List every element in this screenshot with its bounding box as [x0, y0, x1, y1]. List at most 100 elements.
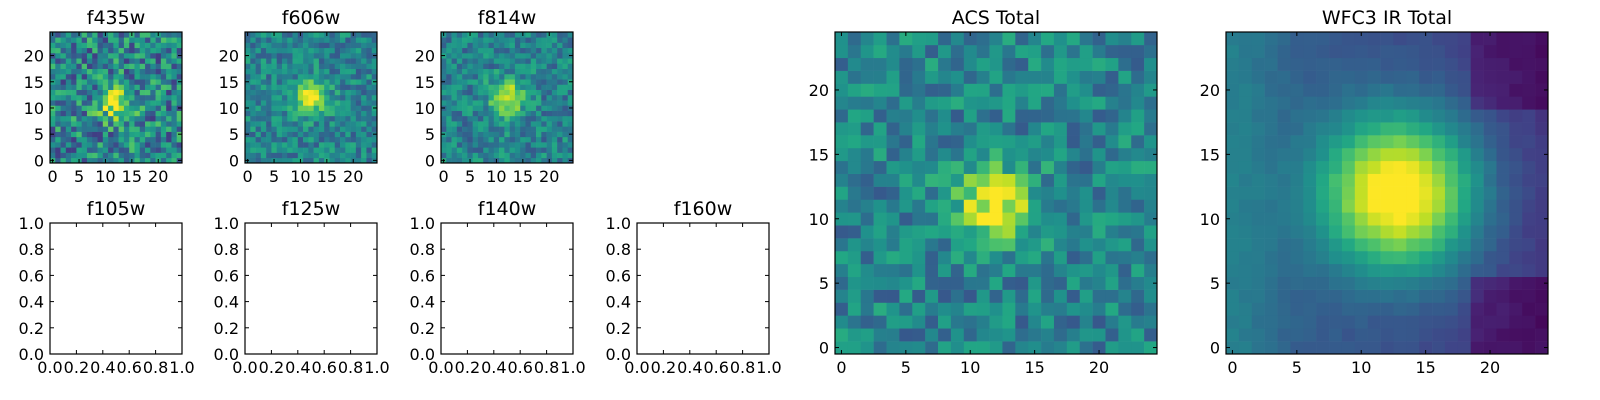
heatmap-cell	[1041, 109, 1055, 123]
heatmap-cell	[477, 131, 484, 138]
heatmap-cell	[76, 121, 82, 127]
heatmap-cell	[81, 115, 88, 122]
heatmap-cell	[1264, 225, 1278, 239]
heatmap-cell	[139, 147, 146, 153]
heatmap-cell	[1329, 70, 1343, 84]
heatmap-cell	[139, 63, 146, 70]
heatmap-cell	[520, 37, 526, 43]
heatmap-cell	[963, 263, 977, 278]
heatmap-cell	[355, 110, 362, 117]
heatmap-cell	[113, 68, 119, 75]
heatmap-cell	[271, 94, 277, 101]
y-tick-label: 0.6	[214, 266, 239, 285]
heatmap-cell	[541, 121, 547, 127]
heatmap-cell	[1066, 122, 1081, 136]
heatmap-cell	[1457, 212, 1472, 226]
heatmap-cell	[504, 52, 510, 59]
heatmap-cell	[1354, 44, 1368, 59]
heatmap-cell	[1406, 135, 1420, 149]
heatmap-cell	[989, 83, 1003, 97]
heatmap-cell	[97, 47, 104, 54]
heatmap-cell	[1522, 276, 1536, 290]
heatmap-cell	[281, 126, 288, 132]
heatmap-cell	[340, 63, 346, 70]
heatmap-cell	[266, 94, 272, 101]
heatmap-cell	[562, 126, 569, 132]
heatmap-cell	[1251, 289, 1265, 303]
heatmap-cell	[250, 47, 256, 54]
heatmap-cell	[145, 68, 151, 75]
heatmap-cell	[50, 58, 56, 64]
heatmap-cell	[1354, 263, 1368, 278]
heatmap-cell	[472, 42, 479, 49]
heatmap-cell	[145, 100, 151, 106]
heatmap-cell	[150, 131, 156, 138]
heatmap-cell	[493, 152, 500, 159]
heatmap-cell	[1002, 83, 1016, 97]
heatmap-cell	[441, 68, 447, 75]
x-tick-label: 0.2	[651, 358, 676, 377]
heatmap-cell	[1432, 57, 1446, 71]
heatmap-cell	[60, 142, 67, 148]
heatmap-cell	[145, 73, 151, 80]
heatmap-cell	[562, 157, 569, 164]
heatmap-cell	[976, 135, 990, 149]
heatmap-cell	[260, 79, 267, 85]
heatmap-cell	[71, 42, 77, 49]
heatmap-cell	[65, 42, 72, 49]
heatmap-cell	[250, 126, 256, 132]
heatmap-cell	[989, 44, 1003, 59]
heatmap-cell	[950, 302, 965, 316]
heatmap-cell	[1535, 302, 1549, 316]
heatmap-cell	[324, 147, 330, 153]
heatmap-cell	[520, 79, 526, 85]
heatmap-cell	[1131, 212, 1145, 226]
heatmap-cell	[308, 89, 314, 96]
heatmap-cell	[81, 147, 88, 153]
heatmap-cell	[71, 37, 77, 43]
heatmap-cell	[1041, 32, 1055, 46]
heatmap-cell	[123, 126, 130, 132]
heatmap-cell	[467, 42, 473, 49]
y-tick-label: 20	[415, 47, 435, 66]
heatmap-cell	[1444, 147, 1459, 162]
heatmap-cell	[938, 122, 952, 136]
heatmap-cell	[847, 83, 862, 97]
heatmap-cell	[292, 47, 299, 54]
heatmap-cell	[1002, 276, 1016, 290]
heatmap-cell	[462, 147, 468, 153]
y-tick-label: 10	[24, 99, 44, 118]
heatmap-cell	[308, 63, 314, 70]
heatmap-cell	[525, 100, 532, 106]
heatmap-cell	[86, 147, 93, 153]
heatmap-cell	[1303, 173, 1317, 187]
heatmap-cell	[1144, 341, 1158, 355]
heatmap-cell	[340, 152, 346, 159]
heatmap-cell	[76, 136, 82, 143]
heatmap-cell	[1522, 70, 1536, 84]
x-tick-label: 20	[1480, 358, 1500, 377]
heatmap-cell	[366, 142, 373, 148]
heatmap-cell	[86, 37, 93, 43]
heatmap-cell	[150, 52, 156, 59]
x-tick-label: 10	[960, 358, 980, 377]
heatmap-cell	[1354, 135, 1368, 149]
heatmap-cell	[92, 110, 98, 117]
heatmap-cell	[950, 315, 965, 329]
heatmap-cell	[873, 96, 887, 110]
heatmap-cell	[266, 58, 272, 64]
heatmap-cell	[1406, 225, 1420, 239]
heatmap-cell	[150, 157, 156, 164]
heatmap-cell	[171, 115, 178, 122]
heatmap-cell	[129, 110, 135, 117]
heatmap-cell	[324, 110, 330, 117]
heatmap-cell	[1290, 173, 1304, 187]
heatmap-cell	[361, 110, 367, 117]
heatmap-cell	[499, 115, 505, 122]
heatmap-cell	[472, 63, 479, 70]
heatmap-cell	[86, 100, 93, 106]
heatmap-cell	[318, 152, 325, 159]
heatmap-cell	[1028, 173, 1042, 187]
heatmap-cell	[477, 147, 484, 153]
heatmap-cell	[108, 121, 114, 127]
